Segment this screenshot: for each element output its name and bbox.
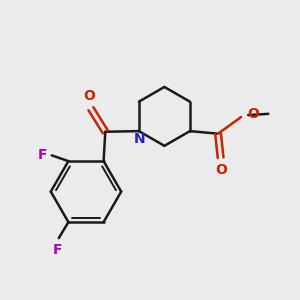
Text: N: N bbox=[134, 132, 146, 146]
Text: O: O bbox=[247, 107, 259, 122]
Text: F: F bbox=[38, 148, 48, 162]
Text: O: O bbox=[215, 163, 227, 177]
Text: O: O bbox=[83, 89, 95, 103]
Text: F: F bbox=[52, 243, 62, 257]
